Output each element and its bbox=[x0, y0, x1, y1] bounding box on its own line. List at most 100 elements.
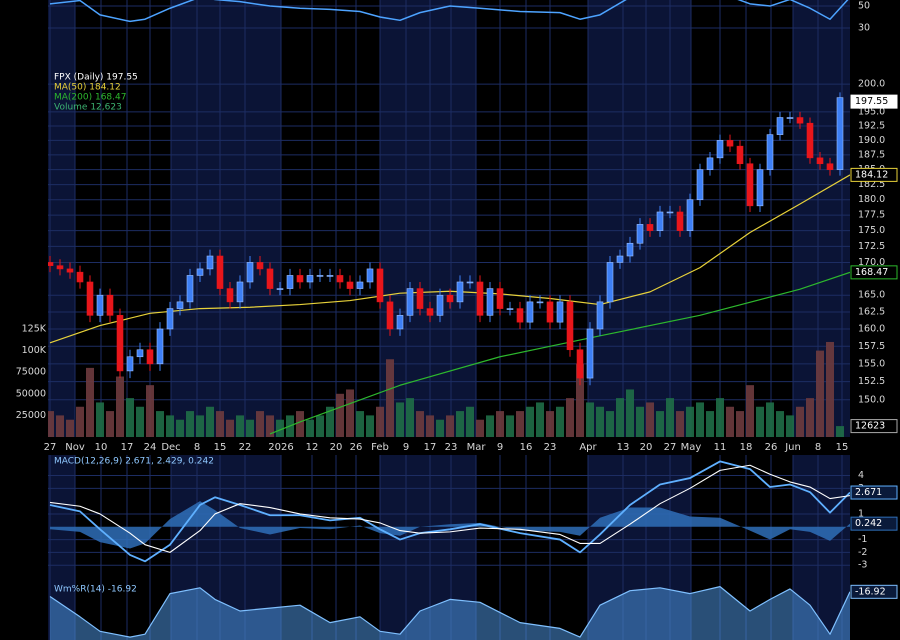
y-tick-label: 162.5 bbox=[858, 306, 885, 317]
legend-entry: MA(50) 184.12 bbox=[54, 83, 121, 93]
x-tick-label: 8 bbox=[815, 442, 821, 453]
candle-body bbox=[826, 163, 834, 170]
candle-body bbox=[286, 275, 294, 289]
x-tick-label: 24 bbox=[144, 442, 157, 453]
volume-bar bbox=[596, 406, 604, 437]
month-band bbox=[171, 0, 281, 437]
value-box bbox=[850, 265, 898, 280]
candle-body bbox=[296, 275, 304, 283]
y-tick-label: -1 bbox=[858, 534, 867, 545]
volume-bar bbox=[166, 415, 174, 437]
candle-body bbox=[416, 288, 424, 309]
candle-body bbox=[726, 140, 734, 147]
x-tick-label: 10 bbox=[95, 442, 108, 453]
candle-body bbox=[736, 145, 744, 165]
volume-bar bbox=[566, 398, 574, 437]
indicator-line bbox=[49, 0, 849, 23]
candle-body bbox=[546, 301, 554, 323]
candle-body bbox=[216, 255, 224, 289]
candle-body bbox=[96, 294, 104, 316]
volume-bar bbox=[516, 411, 524, 437]
y-tick-label: 165.0 bbox=[858, 290, 885, 301]
y-tick-label: 182.5 bbox=[858, 179, 885, 190]
candle-body bbox=[476, 281, 484, 316]
candle-body bbox=[666, 211, 674, 214]
candle-body bbox=[626, 242, 634, 257]
volume-bar bbox=[396, 402, 404, 437]
candle-body bbox=[86, 281, 94, 316]
value-box bbox=[850, 485, 898, 500]
y-tick-label: 150.0 bbox=[858, 394, 885, 405]
volume-bar bbox=[546, 411, 554, 437]
candle-body bbox=[676, 211, 684, 231]
y-tick-label: 1 bbox=[858, 508, 864, 519]
x-tick-label: 17 bbox=[424, 442, 437, 453]
volume-bar bbox=[246, 419, 254, 437]
value-box-label: 197.55 bbox=[855, 96, 888, 107]
y-tick-label: 192.5 bbox=[858, 121, 885, 132]
candle-body bbox=[396, 315, 404, 330]
macd-line bbox=[49, 460, 850, 563]
volume-bar bbox=[66, 419, 74, 437]
candle-body bbox=[746, 163, 754, 207]
y2-tick-label: 125K bbox=[22, 324, 47, 335]
candle-body bbox=[246, 262, 254, 283]
candle-body bbox=[756, 169, 764, 207]
candle-body bbox=[386, 301, 394, 330]
volume-bar bbox=[636, 406, 644, 437]
candle-body bbox=[716, 140, 724, 159]
volume-bar bbox=[326, 406, 334, 437]
panel-2 bbox=[49, 460, 850, 563]
volume-bar bbox=[146, 385, 154, 437]
candle-body bbox=[48, 262, 54, 266]
volume-bar bbox=[446, 415, 454, 437]
value-box bbox=[850, 167, 898, 182]
x-tick-label: Mar bbox=[467, 442, 487, 453]
volume-bar bbox=[816, 350, 824, 437]
y-tick-label: 180.0 bbox=[858, 194, 885, 205]
y-tick-label: -3 bbox=[858, 560, 867, 571]
volume-bar bbox=[716, 398, 724, 437]
x-tick-label: 16 bbox=[520, 442, 533, 453]
candle-body bbox=[686, 199, 694, 231]
volume-bar bbox=[676, 411, 684, 437]
candle-body bbox=[556, 301, 564, 323]
volume-bar bbox=[466, 406, 474, 437]
value-box-label: 168.47 bbox=[855, 267, 888, 278]
x-tick-label: 18 bbox=[740, 442, 753, 453]
marks bbox=[48, 0, 850, 640]
candle-body bbox=[116, 315, 124, 372]
x-tick-label: 15 bbox=[836, 442, 849, 453]
candle-body bbox=[276, 288, 284, 290]
volume-bar bbox=[306, 419, 314, 437]
month-band bbox=[48, 0, 75, 437]
candle-body bbox=[466, 281, 474, 284]
x-tick-label: 22 bbox=[239, 442, 252, 453]
candle-body bbox=[696, 169, 704, 201]
volume-bar bbox=[86, 367, 94, 437]
volume-bar bbox=[666, 398, 674, 437]
volume-bar bbox=[756, 406, 764, 437]
volume-bar bbox=[486, 415, 494, 437]
volume-bar bbox=[496, 411, 504, 437]
volume-bar bbox=[626, 389, 634, 437]
candle-body bbox=[646, 224, 654, 231]
x-tick-label: 26 bbox=[765, 442, 778, 453]
x-tick-label: 8 bbox=[194, 442, 200, 453]
x-tick-label: 2026 bbox=[268, 442, 293, 453]
volume-bar bbox=[736, 411, 744, 437]
indicator-area bbox=[50, 586, 850, 640]
candle-body bbox=[486, 288, 494, 316]
y-tick-label: 177.5 bbox=[858, 210, 885, 221]
candle-body bbox=[436, 294, 444, 316]
y-tick-label: 155.0 bbox=[858, 358, 885, 369]
x-tick-label: 9 bbox=[403, 442, 409, 453]
volume-bar bbox=[216, 411, 224, 437]
volume-bar bbox=[126, 398, 134, 437]
candle-body bbox=[616, 255, 624, 263]
candle-body bbox=[836, 97, 844, 170]
x-tick-label: 13 bbox=[617, 442, 630, 453]
candle-body bbox=[806, 122, 814, 159]
candle-body bbox=[316, 275, 324, 277]
